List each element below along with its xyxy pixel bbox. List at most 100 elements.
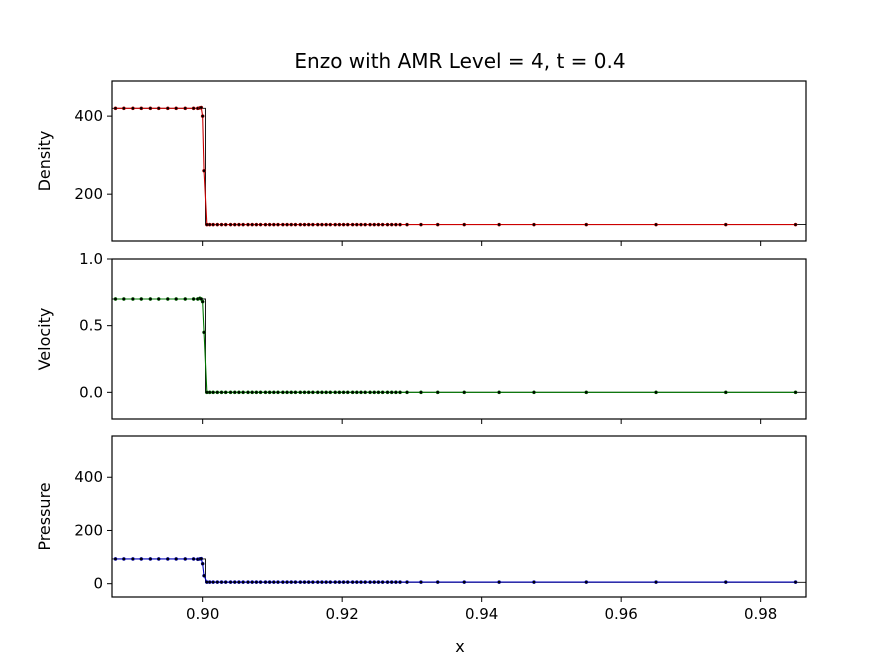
x-axis-label: x (455, 637, 464, 656)
velocity-point (241, 390, 245, 395)
velocity-point (122, 297, 126, 301)
chart-title: Enzo with AMR Level = 4, t = 0.4 (294, 49, 625, 73)
density-point (405, 222, 409, 227)
density-point (246, 222, 250, 227)
pressure-point (293, 580, 298, 584)
pressure-y-axis-label: Pressure (35, 482, 54, 550)
density-point (211, 222, 215, 227)
pressure-point (584, 580, 589, 584)
pressure-point (363, 580, 368, 584)
density-point (389, 222, 394, 227)
pressure-point (271, 580, 276, 584)
pressure-x-tick-label: 0.98 (744, 605, 777, 623)
density-point (337, 222, 342, 227)
density-point (281, 222, 285, 227)
density-point (654, 222, 658, 227)
pressure-x-tick-label: 0.90 (186, 605, 219, 623)
velocity-point (250, 390, 255, 395)
density-point (223, 222, 228, 227)
pressure-point (285, 580, 289, 584)
pressure-point (333, 580, 338, 584)
pressure-exact-line (112, 558, 806, 583)
density-point (293, 222, 298, 227)
velocity-point (363, 390, 368, 395)
pressure-point (174, 557, 179, 561)
density-point (271, 222, 276, 227)
velocity-point (328, 390, 333, 395)
velocity-point (311, 390, 315, 395)
pressure-point (497, 580, 501, 584)
density-point (258, 222, 263, 227)
density-point (302, 222, 307, 227)
velocity-point (271, 390, 276, 395)
density-point (394, 222, 398, 227)
velocity-point (462, 390, 467, 395)
velocity-point (174, 297, 179, 301)
density-point (289, 222, 294, 227)
velocity-point (345, 390, 350, 395)
density-point (359, 222, 363, 227)
pressure-point (219, 580, 224, 584)
velocity-point (723, 390, 728, 395)
pressure-point (306, 580, 311, 584)
density-point (228, 222, 233, 227)
pressure-point (223, 580, 228, 584)
velocity-point (202, 330, 206, 335)
velocity-point (372, 390, 377, 395)
density-point (148, 106, 153, 111)
velocity-point (183, 297, 188, 301)
density-series-line (115, 106, 796, 226)
density-point (200, 114, 205, 118)
velocity-y-tick-label: 1.0 (79, 250, 103, 268)
density-point (250, 222, 255, 227)
velocity-point (359, 390, 363, 395)
velocity-y-axis-label: Velocity (35, 308, 54, 371)
pressure-x-tick-label: 0.94 (465, 605, 498, 623)
pressure-point (202, 573, 206, 578)
density-point (435, 222, 440, 227)
pressure-point (131, 557, 135, 561)
velocity-point (207, 390, 212, 395)
pressure-point (232, 580, 237, 584)
density-point (372, 222, 377, 227)
density-point (191, 106, 196, 111)
pressure-point (462, 580, 467, 584)
pressure-point (311, 580, 315, 584)
pressure-point (250, 580, 255, 584)
pressure-point (246, 580, 250, 584)
pressure-point (113, 557, 118, 561)
pressure-point (215, 580, 220, 584)
density-point (113, 106, 118, 111)
velocity-point (289, 390, 294, 395)
velocity-point (276, 390, 280, 395)
density-point (345, 222, 350, 227)
pressure-y-tick-label: 0 (93, 575, 103, 593)
pressure-point (376, 580, 381, 584)
density-point (363, 222, 368, 227)
density-point (174, 106, 179, 111)
density-point (139, 106, 144, 111)
density-point (376, 222, 381, 227)
velocity-point (191, 297, 196, 301)
velocity-y-tick-label: 0.0 (79, 383, 103, 401)
density-point (354, 222, 359, 227)
density-point (276, 222, 280, 227)
velocity-exact-line (112, 298, 806, 393)
density-point (306, 222, 311, 227)
density-point (237, 222, 241, 227)
density-panel: 200 400 Density (35, 80, 807, 246)
velocity-point (228, 390, 233, 395)
pressure-point (211, 580, 215, 584)
velocity-point (341, 390, 346, 395)
pressure-point (337, 580, 342, 584)
velocity-point (148, 297, 153, 301)
density-point (202, 168, 206, 173)
density-point (122, 106, 126, 111)
velocity-point (293, 390, 298, 395)
density-point (267, 222, 272, 227)
density-point (398, 222, 402, 227)
velocity-axes-frame (111, 258, 807, 420)
velocity-point (139, 297, 144, 301)
pressure-point (289, 580, 294, 584)
